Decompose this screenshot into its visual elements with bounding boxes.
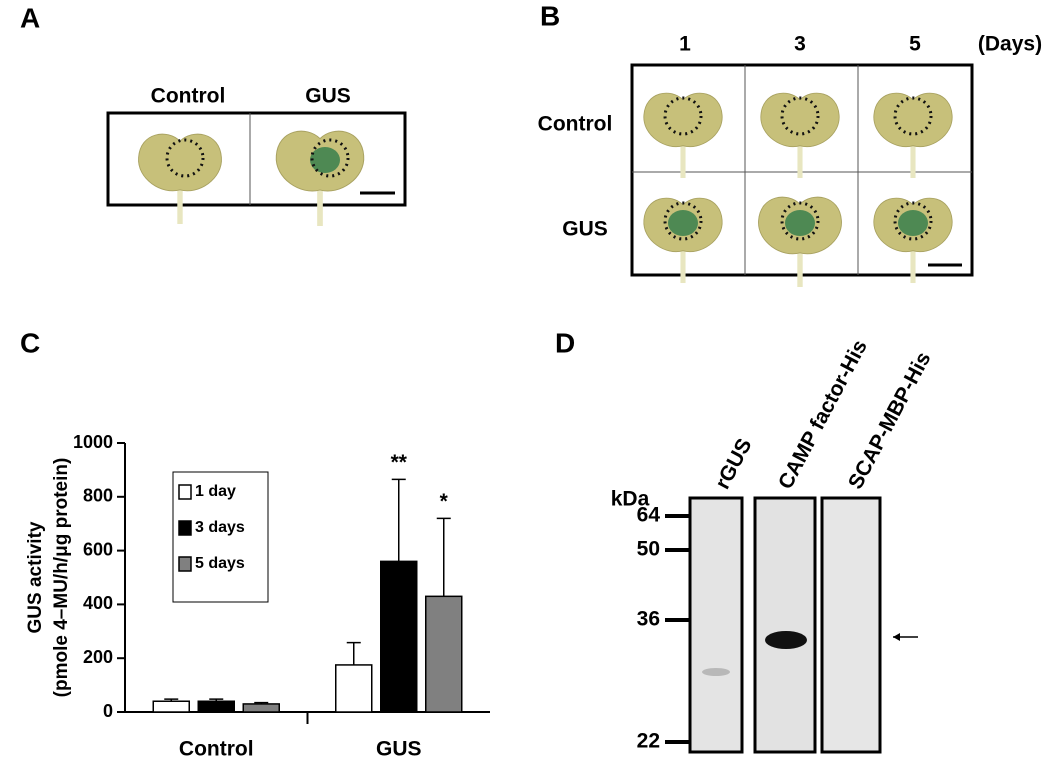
y-tick-label: 800 <box>83 486 113 506</box>
error-bar <box>391 478 406 562</box>
error-bar <box>346 641 361 665</box>
unit-label: (Days) <box>978 33 1042 56</box>
photo <box>106 111 407 226</box>
lane-label: rGUS <box>711 435 757 493</box>
column-label: Control <box>151 85 226 108</box>
y-axis-label: (pmole 4–MU/h/μg protein) <box>51 458 72 698</box>
marker-label: 64 <box>637 504 661 527</box>
y-tick-label: 400 <box>83 593 113 613</box>
y-tick-label: 200 <box>83 647 113 667</box>
panel-label: B <box>540 0 560 31</box>
x-tick-label: GUS <box>376 738 422 761</box>
column-label: 5 <box>909 33 921 56</box>
legend-swatch <box>178 556 192 572</box>
bar <box>152 700 190 713</box>
legend-label: 3 days <box>195 519 245 536</box>
legend-label: 1 day <box>195 483 236 500</box>
x-tick-label: Control <box>179 738 254 761</box>
y-tick-label: 0 <box>103 701 113 721</box>
marker-label: 50 <box>637 538 660 561</box>
bar <box>380 560 418 713</box>
y-axis-label: GUS activity <box>25 521 46 633</box>
marker-label: 22 <box>637 730 660 753</box>
row-label: Control <box>538 113 613 136</box>
bar <box>425 595 463 713</box>
annotation: ** <box>391 451 408 474</box>
column-label: GUS <box>305 85 351 108</box>
legend-swatch <box>178 520 192 536</box>
legend-label: 5 days <box>195 555 245 572</box>
blot <box>665 496 918 754</box>
unit-label: kDa <box>611 488 650 511</box>
y-tick-label: 600 <box>83 539 113 559</box>
panel-label: A <box>20 2 40 33</box>
marker-label: 36 <box>637 608 660 631</box>
y-tick-label: 1000 <box>73 432 113 452</box>
panel-label: C <box>20 327 40 358</box>
column-label: 1 <box>679 33 691 56</box>
error-bar <box>436 517 451 597</box>
column-label: 3 <box>794 33 806 56</box>
panel-label: D <box>555 327 575 358</box>
row-label: GUS <box>562 218 608 241</box>
annotation: * <box>440 490 449 513</box>
bar <box>242 703 280 713</box>
legend-swatch <box>178 484 192 500</box>
bar <box>335 664 373 713</box>
photo <box>630 63 974 287</box>
bar <box>197 700 235 713</box>
bar-chart: GUS activity (pmole 4–MU/h/μg protein) 0 20… <box>25 432 490 761</box>
